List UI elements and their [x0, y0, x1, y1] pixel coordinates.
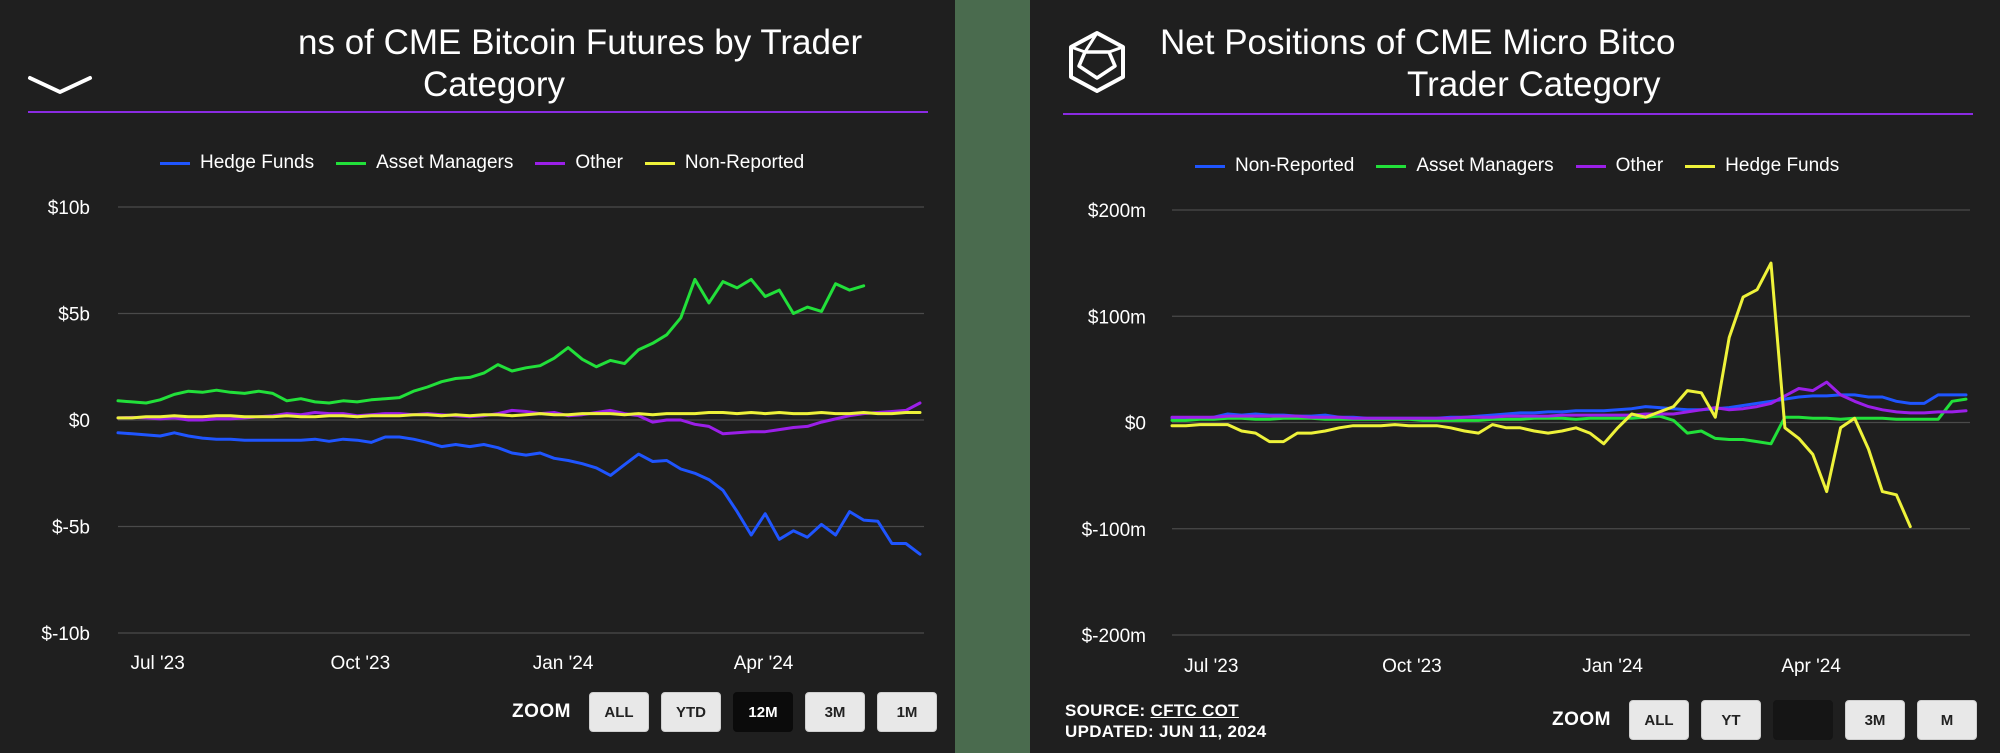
left-series-line-hedge-funds[interactable] — [116, 431, 922, 556]
source-link[interactable]: CFTC COT — [1150, 701, 1239, 720]
right-x-tick-label: Jul '23 — [1184, 656, 1238, 677]
left-y-tick-label: $10b — [48, 198, 90, 219]
right-y-tick-label: $-200m — [1082, 626, 1146, 647]
chevron-down-icon[interactable] — [25, 70, 95, 100]
right-chart-title: Net Positions of CME Micro Bitco Trader … — [1160, 22, 1720, 106]
right-chart-panel: Net Positions of CME Micro Bitco Trader … — [1030, 0, 2000, 753]
legend-label: Asset Managers — [376, 152, 514, 173]
left-line-chart: $10b $5b $0 $-5b $-10b Jul '23 Oct '23 Jan '24 A… — [41, 198, 924, 674]
right-series-line-asset-managers[interactable] — [1170, 397, 1968, 446]
left-x-tick-label: Jan '24 — [533, 653, 594, 674]
right-legend-item-asset-managers[interactable]: Asset Managers — [1376, 155, 1554, 177]
left-title-divider — [28, 111, 928, 113]
legend-swatch — [1685, 164, 1716, 168]
left-legend-item-other[interactable]: Other — [535, 152, 623, 174]
legend-label: Asset Managers — [1416, 155, 1554, 176]
left-series-line-asset-managers[interactable] — [116, 277, 866, 405]
legend-swatch — [160, 161, 190, 165]
left-title-line2: Category — [423, 65, 566, 104]
left-zoom-bar: ZOOM ALL YTD 12M 3M 1M — [512, 692, 949, 732]
legend-label: Hedge Funds — [1725, 155, 1840, 176]
updated-date: UPDATED: JUN 11, 2024 — [1065, 722, 1267, 741]
left-legend-item-asset-managers[interactable]: Asset Managers — [336, 152, 513, 174]
right-y-tick-label: $0 — [1125, 414, 1146, 435]
right-y-tick-label: $200m — [1088, 201, 1146, 222]
right-x-tick-label: Jan '24 — [1582, 656, 1643, 677]
left-zoom-button-3[interactable]: 3M — [805, 692, 865, 732]
right-zoom-button-2[interactable] — [1773, 700, 1833, 740]
left-chart-panel: ns of CME Bitcoin Futures by Trader Cate… — [0, 0, 955, 753]
left-zoom-button-2[interactable]: 12M — [733, 692, 793, 732]
legend-swatch — [1376, 164, 1407, 168]
right-y-tick-label: $-100m — [1082, 520, 1146, 541]
legend-swatch — [336, 161, 367, 165]
right-zoom-button-0[interactable]: ALL — [1629, 700, 1689, 740]
right-zoom-button-1[interactable]: YT — [1701, 700, 1761, 740]
right-line-chart: $200m $100m $0 $-100m $-200m Jul '23 Oct '23 Ja… — [1082, 201, 1970, 677]
left-legend-item-hedge-funds[interactable]: Hedge Funds — [160, 152, 314, 174]
legend-swatch — [1195, 164, 1225, 168]
left-chart-title: ns of CME Bitcoin Futures by Trader Cate… — [270, 22, 920, 106]
left-zoom-label: ZOOM — [512, 701, 571, 722]
right-zoom-button-4[interactable]: M — [1917, 700, 1977, 740]
right-legend-item-hedge-funds[interactable]: Hedge Funds — [1685, 155, 1839, 177]
right-title-line2: Trader Category — [1407, 65, 1661, 104]
right-x-tick-label: Apr '24 — [1781, 656, 1841, 677]
left-title-line1: ns of CME Bitcoin Futures by Trader — [298, 23, 863, 62]
left-series-line-other[interactable] — [116, 401, 922, 436]
left-series-line-non-reported[interactable] — [116, 411, 922, 420]
right-legend: Non-Reported Asset Managers Other Hedge Fun… — [1195, 155, 1861, 177]
right-title-divider — [1063, 113, 1973, 115]
left-x-tick-label: Apr '24 — [734, 653, 794, 674]
legend-label: Hedge Funds — [200, 152, 315, 173]
right-y-tick-label: $100m — [1088, 307, 1146, 328]
left-zoom-button-0[interactable]: ALL — [589, 692, 649, 732]
legend-swatch — [1575, 164, 1606, 168]
legend-label: Non-Reported — [1235, 155, 1355, 176]
left-legend-item-non-reported[interactable]: Non-Reported — [644, 152, 805, 174]
right-zoom-bar: ZOOM ALL YT 3M M — [1552, 700, 1989, 740]
right-legend-item-non-reported[interactable]: Non-Reported — [1195, 155, 1354, 177]
legend-swatch — [535, 161, 566, 165]
right-x-tick-label: Oct '23 — [1382, 656, 1442, 677]
left-legend: Hedge Funds Asset Managers Other Non-Report… — [160, 152, 826, 174]
right-series-line-other[interactable] — [1170, 380, 1968, 420]
legend-label: Non-Reported — [684, 152, 805, 173]
left-x-tick-label: Oct '23 — [331, 653, 391, 674]
left-zoom-button-4[interactable]: 1M — [877, 692, 937, 732]
legend-swatch — [644, 161, 675, 165]
right-title-line1: Net Positions of CME Micro Bitco — [1160, 23, 1676, 62]
cube-logo-icon — [1069, 31, 1125, 93]
right-legend-item-other[interactable]: Other — [1575, 155, 1664, 177]
source-note: SOURCE: CFTC COT UPDATED: JUN 11, 2024 — [1065, 700, 1267, 742]
legend-label: Other — [1615, 155, 1664, 176]
source-label: SOURCE: — [1065, 701, 1146, 720]
left-x-tick-label: Jul '23 — [130, 653, 184, 674]
right-series-line-hedge-funds[interactable] — [1170, 261, 1912, 529]
left-y-tick-label: $5b — [58, 305, 90, 326]
right-zoom-button-3[interactable]: 3M — [1845, 700, 1905, 740]
left-y-tick-label: $0 — [69, 411, 90, 432]
legend-label: Other — [575, 152, 623, 173]
right-zoom-label: ZOOM — [1552, 709, 1611, 730]
left-zoom-button-1[interactable]: YTD — [661, 692, 721, 732]
left-y-tick-label: $-10b — [41, 624, 90, 645]
left-y-tick-label: $-5b — [52, 518, 90, 539]
